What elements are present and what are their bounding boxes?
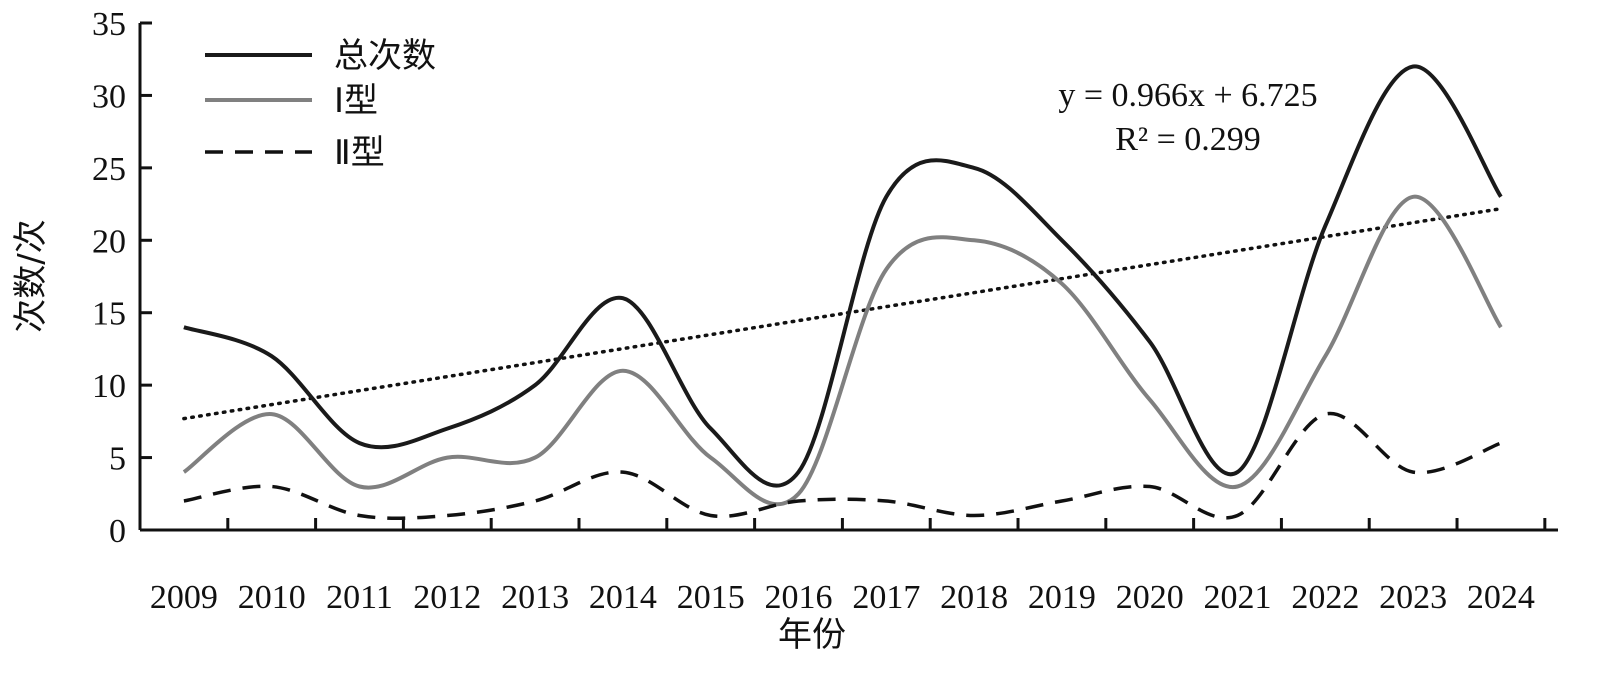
x-tick-label: 2019 [1028,579,1096,616]
x-tick-label: 2022 [1291,579,1359,616]
x-tick-label: 2020 [1116,579,1184,616]
series-line-1 [183,64,1503,488]
y-tick-label: 5 [109,441,126,478]
y-axis-title: 次数/次 [11,219,51,332]
y-tick-label: 20 [92,223,126,260]
x-axis-title: 年份 [778,615,846,655]
y-tick-label: 10 [92,368,126,405]
x-tick-label: 2010 [238,579,306,616]
trendline [182,206,1503,421]
series-line-3 [183,411,1502,521]
x-tick-label: 2013 [501,579,569,616]
legend-label-3: Ⅱ型 [334,133,385,173]
y-tick-label: 0 [109,513,126,550]
x-tick-label: 2021 [1204,579,1272,616]
y-tick-label: 30 [92,78,126,115]
x-tick-label: 2024 [1467,579,1535,616]
x-tick-label: 2015 [677,579,745,616]
x-tick-label: 2009 [150,579,218,616]
legend-label-1: 总次数 [334,36,436,76]
series-line-2 [182,194,1503,507]
legend: 总次数 Ⅰ型 Ⅱ型 [205,36,436,173]
x-tick-label: 2016 [765,579,833,616]
x-tick-label: 2017 [852,579,920,616]
trendline-r2-text: R² = 0.299 [1115,121,1261,158]
axes: 0 5 10 15 20 25 30 35 2009 2010 2011 2012 2013 2014 20… [92,6,1558,616]
y-tick-label: 35 [92,6,126,43]
x-tick-label: 2011 [326,579,393,616]
trendline-equation-text: y = 0.966x + 6.725 [1058,77,1317,114]
legend-label-2: Ⅰ型 [334,81,378,121]
x-tick-label: 2018 [940,579,1008,616]
trendline-equation: y = 0.966x + 6.725 R² = 0.299 [1058,77,1317,158]
x-tick-label: 2012 [413,579,481,616]
y-tick-label: 25 [92,151,126,188]
y-tick-label: 15 [92,296,126,333]
x-tick-label: 2014 [589,579,657,616]
trendline-line [182,206,1503,421]
x-tick-label: 2023 [1379,579,1447,616]
series-lines [182,64,1503,521]
